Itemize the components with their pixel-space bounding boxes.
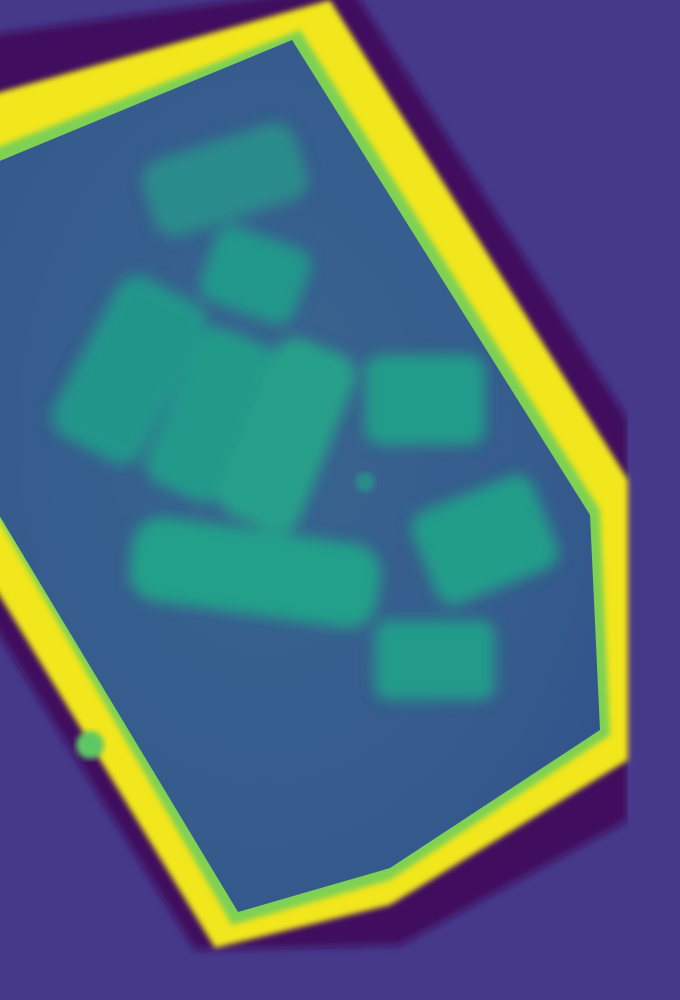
objects-layer <box>52 122 559 700</box>
object-upper-middle <box>199 225 311 325</box>
center-speck <box>355 472 375 492</box>
object-long-horizontal <box>129 516 381 629</box>
object-left-long <box>52 275 208 465</box>
object-top-small <box>142 122 308 238</box>
object-bottom-square <box>375 620 495 700</box>
object-center-right-tall <box>219 337 356 533</box>
object-right-upper <box>365 355 485 445</box>
object-center-tall <box>146 327 279 504</box>
object-right-lower <box>411 474 559 606</box>
frame-spot <box>76 731 104 759</box>
right-clip-bg <box>628 0 680 1000</box>
